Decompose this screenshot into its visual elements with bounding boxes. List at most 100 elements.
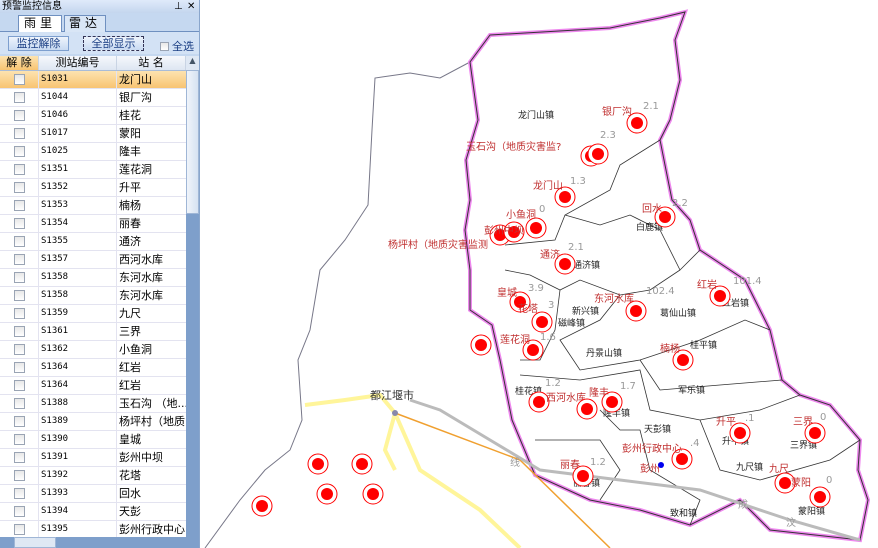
release-checkbox[interactable] bbox=[13, 272, 25, 283]
release-checkbox[interactable] bbox=[13, 182, 25, 193]
station-marker[interactable] bbox=[528, 391, 550, 413]
release-cell[interactable] bbox=[0, 161, 39, 178]
station-marker[interactable] bbox=[522, 339, 544, 361]
release-cell[interactable] bbox=[0, 287, 39, 304]
release-checkbox[interactable] bbox=[13, 164, 25, 175]
table-row[interactable]: S1355 通济 bbox=[0, 233, 186, 251]
release-checkbox[interactable] bbox=[13, 236, 25, 247]
release-cell[interactable] bbox=[0, 449, 39, 466]
station-marker[interactable] bbox=[587, 143, 609, 165]
column-header-station-name[interactable]: 站 名 bbox=[117, 56, 186, 70]
release-checkbox[interactable] bbox=[13, 218, 25, 229]
release-cell[interactable] bbox=[0, 269, 39, 286]
select-all-checkbox[interactable]: 全选 bbox=[160, 38, 194, 54]
release-checkbox[interactable] bbox=[13, 524, 25, 535]
station-marker[interactable] bbox=[307, 453, 329, 475]
column-header-station-id[interactable]: 测站编号 bbox=[39, 56, 117, 70]
table-row[interactable]: S1364 红岩 bbox=[0, 377, 186, 395]
station-marker[interactable] bbox=[654, 206, 676, 228]
release-cell[interactable] bbox=[0, 341, 39, 358]
release-checkbox[interactable] bbox=[13, 128, 25, 139]
release-cell[interactable] bbox=[0, 467, 39, 484]
table-row[interactable]: S1388 玉石沟 （地... bbox=[0, 395, 186, 413]
release-cell[interactable] bbox=[0, 215, 39, 232]
station-marker[interactable] bbox=[554, 186, 576, 208]
table-row[interactable]: S1394 天彭 bbox=[0, 503, 186, 521]
station-marker[interactable] bbox=[503, 221, 525, 243]
release-checkbox[interactable] bbox=[13, 434, 25, 445]
release-checkbox[interactable] bbox=[13, 344, 25, 355]
release-cell[interactable] bbox=[0, 251, 39, 268]
horizontal-scroll-thumb[interactable] bbox=[14, 537, 56, 548]
station-marker[interactable] bbox=[531, 311, 553, 333]
table-row[interactable]: S1354 丽春 bbox=[0, 215, 186, 233]
release-checkbox[interactable] bbox=[13, 362, 25, 373]
tab-rainfall[interactable]: 雨里 bbox=[18, 15, 62, 33]
table-row[interactable]: S1351 莲花洞 bbox=[0, 161, 186, 179]
close-icon[interactable]: ✕ bbox=[187, 1, 196, 12]
horizontal-scrollbar[interactable] bbox=[0, 537, 199, 548]
release-cell[interactable] bbox=[0, 485, 39, 502]
table-row[interactable]: S1393 回水 bbox=[0, 485, 186, 503]
release-checkbox[interactable] bbox=[13, 416, 25, 427]
release-checkbox[interactable] bbox=[13, 326, 25, 337]
release-checkbox[interactable] bbox=[13, 506, 25, 517]
table-row[interactable]: S1362 小鱼洞 bbox=[0, 341, 186, 359]
table-row[interactable]: S1046 桂花 bbox=[0, 107, 186, 125]
table-row[interactable]: S1361 三界 bbox=[0, 323, 186, 341]
table-row[interactable]: S1044 银厂沟 bbox=[0, 89, 186, 107]
table-row[interactable]: S1391 彭州中坝 bbox=[0, 449, 186, 467]
station-marker[interactable] bbox=[626, 112, 648, 134]
table-row[interactable]: S1357 西河水库 bbox=[0, 251, 186, 269]
release-cell[interactable] bbox=[0, 143, 39, 160]
release-checkbox[interactable] bbox=[13, 254, 25, 265]
table-row[interactable]: S1392 花塔 bbox=[0, 467, 186, 485]
table-row[interactable]: S1031 龙门山 bbox=[0, 71, 186, 89]
release-cell[interactable] bbox=[0, 197, 39, 214]
station-marker[interactable] bbox=[525, 217, 547, 239]
release-cell[interactable] bbox=[0, 89, 39, 106]
release-checkbox[interactable] bbox=[13, 290, 25, 301]
release-checkbox[interactable] bbox=[13, 398, 25, 409]
station-marker[interactable] bbox=[625, 300, 647, 322]
pin-icon[interactable]: ⊥ bbox=[174, 1, 183, 12]
release-cell[interactable] bbox=[0, 521, 39, 537]
table-row[interactable]: S1358 东河水库 bbox=[0, 269, 186, 287]
station-marker[interactable] bbox=[470, 334, 492, 356]
table-row[interactable]: S1359 九尺 bbox=[0, 305, 186, 323]
station-marker[interactable] bbox=[671, 448, 693, 470]
release-cell[interactable] bbox=[0, 395, 39, 412]
release-monitor-button[interactable]: 监控解除 bbox=[8, 36, 69, 51]
release-cell[interactable] bbox=[0, 503, 39, 520]
table-row[interactable]: S1352 升平 bbox=[0, 179, 186, 197]
table-row[interactable]: S1353 楠杨 bbox=[0, 197, 186, 215]
station-marker[interactable] bbox=[774, 472, 796, 494]
table-row[interactable]: S1364 红岩 bbox=[0, 359, 186, 377]
station-marker[interactable] bbox=[809, 486, 831, 508]
table-row[interactable]: S1390 皇城 bbox=[0, 431, 186, 449]
release-cell[interactable] bbox=[0, 125, 39, 142]
release-cell[interactable] bbox=[0, 431, 39, 448]
release-cell[interactable] bbox=[0, 377, 39, 394]
station-marker[interactable] bbox=[672, 349, 694, 371]
release-checkbox[interactable] bbox=[13, 146, 25, 157]
release-checkbox[interactable] bbox=[13, 452, 25, 463]
scroll-up-arrow-icon[interactable]: ▲ bbox=[186, 56, 199, 70]
column-header-release[interactable]: 解 除 bbox=[0, 56, 39, 70]
checkbox[interactable] bbox=[160, 41, 169, 51]
station-marker[interactable] bbox=[601, 391, 623, 413]
station-marker[interactable] bbox=[709, 285, 731, 307]
release-checkbox[interactable] bbox=[13, 110, 25, 121]
show-all-button[interactable]: 全部显示 bbox=[83, 36, 144, 51]
release-cell[interactable] bbox=[0, 71, 39, 88]
release-checkbox[interactable] bbox=[13, 380, 25, 391]
tab-radar[interactable]: 雷达 bbox=[64, 15, 106, 32]
release-checkbox[interactable] bbox=[13, 308, 25, 319]
station-marker[interactable] bbox=[316, 483, 338, 505]
release-cell[interactable] bbox=[0, 413, 39, 430]
release-cell[interactable] bbox=[0, 179, 39, 196]
release-cell[interactable] bbox=[0, 323, 39, 340]
release-cell[interactable] bbox=[0, 359, 39, 376]
